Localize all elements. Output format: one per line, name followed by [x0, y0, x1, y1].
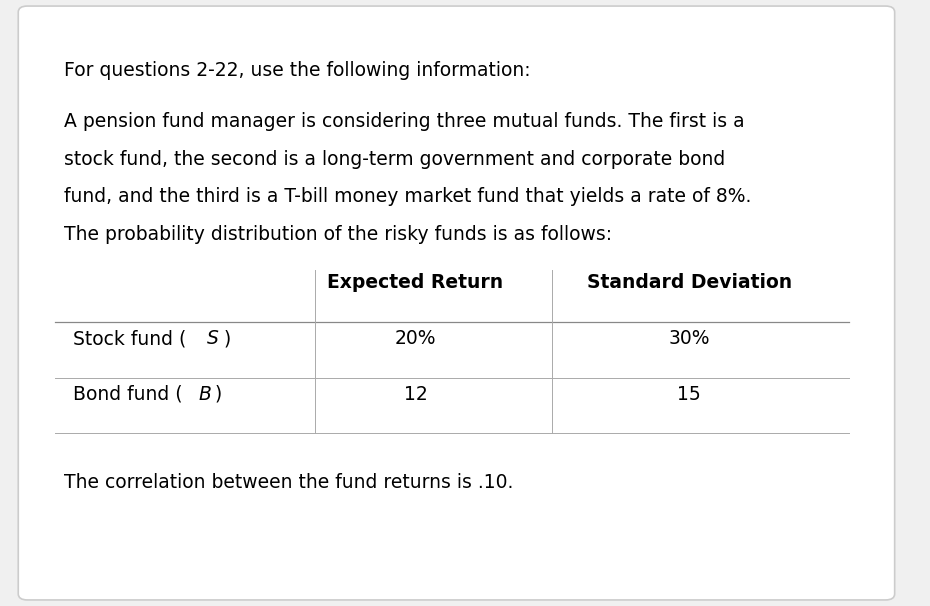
Text: Stock fund (: Stock fund ( — [73, 329, 186, 348]
Text: Bond fund (: Bond fund ( — [73, 385, 182, 404]
Text: The correlation between the fund returns is .10.: The correlation between the fund returns… — [64, 473, 513, 491]
Text: The probability distribution of the risky funds is as follows:: The probability distribution of the risk… — [64, 225, 612, 244]
Text: 30%: 30% — [669, 329, 710, 348]
Text: For questions 2-22, use the following information:: For questions 2-22, use the following in… — [64, 61, 530, 79]
Text: 12: 12 — [404, 385, 427, 404]
Text: 15: 15 — [677, 385, 701, 404]
Text: 20%: 20% — [394, 329, 436, 348]
FancyBboxPatch shape — [19, 6, 895, 600]
Text: Expected Return: Expected Return — [327, 273, 503, 292]
Text: B: B — [198, 385, 211, 404]
Text: ): ) — [224, 329, 231, 348]
Text: S: S — [207, 329, 219, 348]
Text: A pension fund manager is considering three mutual funds. The first is a: A pension fund manager is considering th… — [64, 112, 745, 131]
Text: stock fund, the second is a long-term government and corporate bond: stock fund, the second is a long-term go… — [64, 150, 725, 168]
Text: fund, and the third is a T-bill money market fund that yields a rate of 8%.: fund, and the third is a T-bill money ma… — [64, 187, 751, 206]
Text: ): ) — [215, 385, 221, 404]
Text: Standard Deviation: Standard Deviation — [587, 273, 791, 292]
